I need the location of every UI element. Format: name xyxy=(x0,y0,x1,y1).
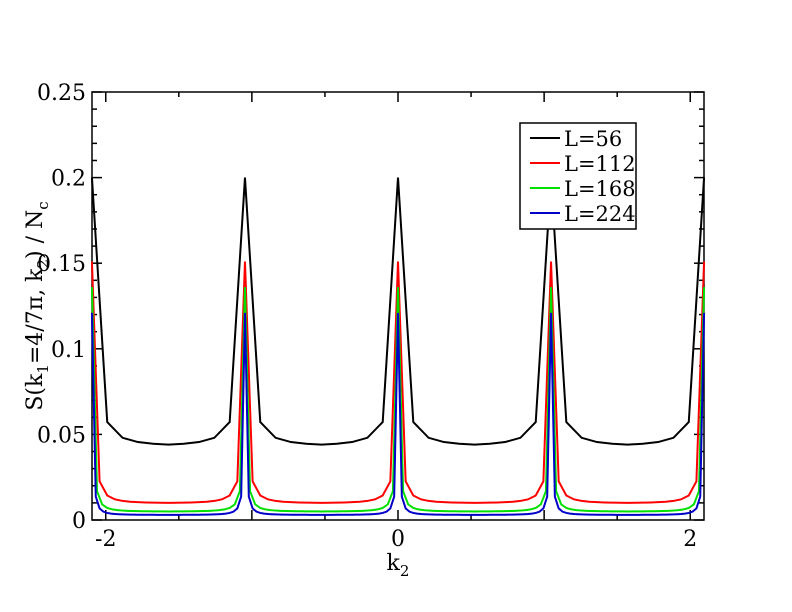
x-axis-label: k2 xyxy=(387,551,410,580)
legend-box xyxy=(519,122,637,230)
series-group xyxy=(90,177,706,516)
series-line xyxy=(90,261,706,504)
legend-label: L=168 xyxy=(564,177,636,201)
y-tick-label: 0.2 xyxy=(51,167,86,192)
y-axis-label: S(k1=4/7π, k2) / Nc xyxy=(23,201,52,410)
legend-label: L=56 xyxy=(564,127,622,151)
y-tick-label: 0.1 xyxy=(51,338,86,363)
y-tick-label: 0.15 xyxy=(37,252,86,277)
axis-tick-labels: -2 0 2 0 0.05 0.1 0.15 0.2 0.25 xyxy=(37,81,697,552)
x-tick-label: 0 xyxy=(391,527,405,552)
series-line xyxy=(90,312,706,516)
y-tick-label: 0.25 xyxy=(37,81,86,106)
series-line xyxy=(90,177,706,446)
series-line xyxy=(90,287,706,513)
x-tick-label: -2 xyxy=(95,527,116,552)
y-tick-label: 0.05 xyxy=(37,423,86,448)
legend-label: L=112 xyxy=(564,152,636,176)
y-tick-label: 0 xyxy=(72,509,86,534)
legend-label: L=224 xyxy=(564,202,636,226)
x-tick-label: 2 xyxy=(683,527,697,552)
